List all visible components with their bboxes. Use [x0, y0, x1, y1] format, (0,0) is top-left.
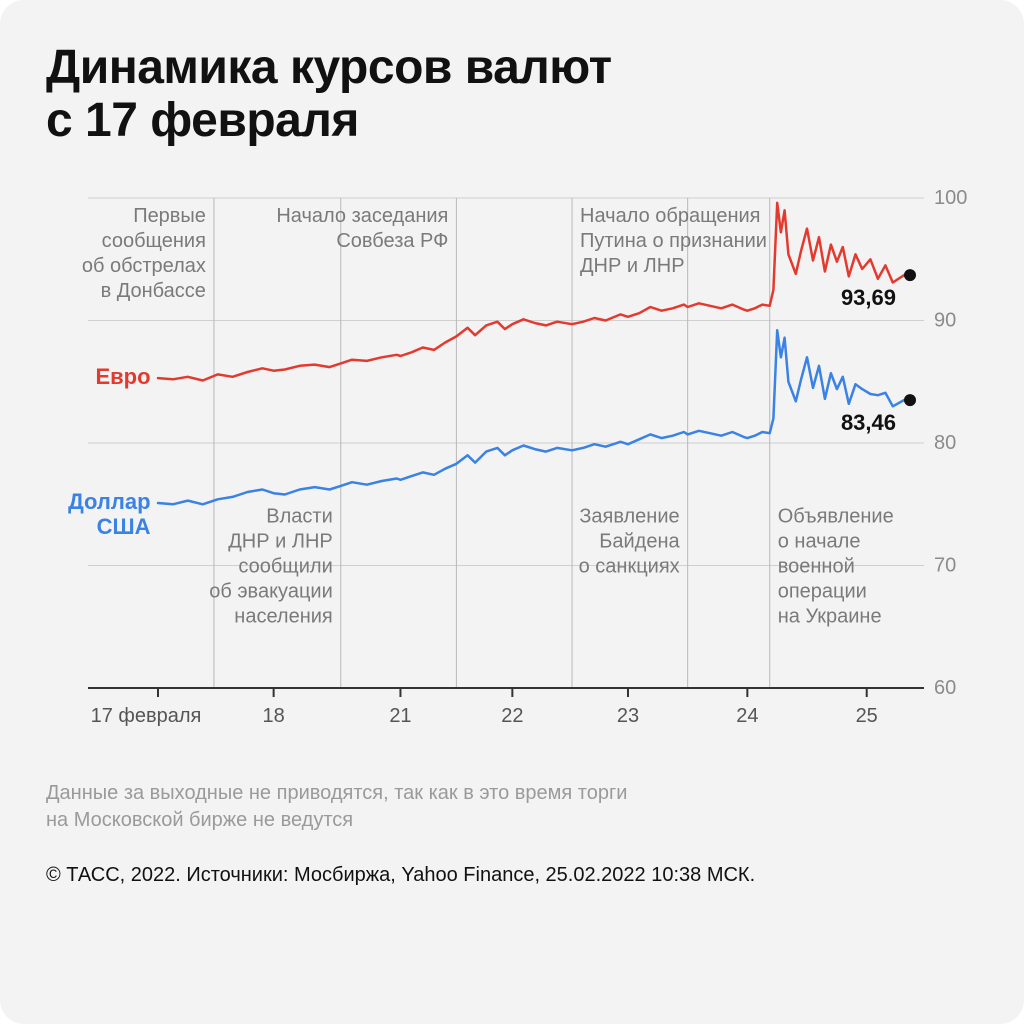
credit-line: © ТАСС, 2022. Источники: Мосбиржа, Yahoo…	[46, 864, 1002, 887]
chart-title: Динамика курсов валютс 17 февраля	[46, 42, 1002, 148]
footnote: Данные за выходные не приводятся, так ка…	[46, 780, 1002, 834]
svg-text:о начале: о начале	[778, 530, 861, 552]
svg-text:ДНР и ЛНР: ДНР и ЛНР	[580, 255, 685, 277]
svg-text:Первые: Первые	[133, 205, 206, 227]
chart-area: 60 70 80 90 100 17 февраля 18 21 22 23 24 25 Первые с…	[46, 178, 1002, 762]
svg-text:83,46: 83,46	[841, 410, 896, 435]
svg-text:операции: операции	[778, 580, 867, 602]
svg-text:сообщения: сообщения	[102, 230, 206, 252]
svg-text:о санкциях: о санкциях	[579, 555, 680, 577]
svg-text:25: 25	[856, 705, 878, 727]
svg-text:об обстрелах: об обстрелах	[82, 255, 206, 277]
svg-text:60: 60	[934, 677, 956, 699]
svg-text:18: 18	[263, 705, 285, 727]
svg-text:Доллар: Доллар	[68, 489, 150, 514]
svg-text:Начало заседания: Начало заседания	[276, 205, 448, 227]
svg-text:сообщили: сообщили	[238, 555, 332, 577]
svg-text:22: 22	[501, 705, 523, 727]
svg-text:США: США	[97, 514, 151, 539]
svg-text:80: 80	[934, 432, 956, 454]
svg-text:населения: населения	[234, 605, 332, 627]
svg-text:Объявление: Объявление	[778, 505, 894, 527]
svg-text:в Донбассе: в Донбассе	[101, 280, 206, 302]
svg-text:Начало обращения: Начало обращения	[580, 205, 760, 227]
svg-text:70: 70	[934, 554, 956, 576]
line-chart: 60 70 80 90 100 17 февраля 18 21 22 23 24 25 Первые с…	[46, 178, 974, 762]
svg-text:17 февраля: 17 февраля	[91, 705, 202, 727]
svg-text:Евро: Евро	[95, 364, 150, 389]
svg-text:100: 100	[934, 187, 967, 209]
svg-text:Путина о признании: Путина о признании	[580, 230, 767, 252]
svg-text:на Украине: на Украине	[778, 605, 882, 627]
svg-text:Заявление: Заявление	[579, 505, 679, 527]
card: Динамика курсов валютс 17 февраля 60 70 80…	[0, 0, 1024, 1024]
svg-text:Совбеза РФ: Совбеза РФ	[336, 230, 448, 252]
svg-text:военной: военной	[778, 555, 855, 577]
svg-text:90: 90	[934, 309, 956, 331]
svg-text:об эвакуации: об эвакуации	[209, 580, 333, 602]
svg-text:ДНР и ЛНР: ДНР и ЛНР	[228, 530, 333, 552]
svg-text:Байдена: Байдена	[599, 530, 680, 552]
svg-text:Власти: Власти	[266, 505, 332, 527]
svg-text:23: 23	[617, 705, 639, 727]
svg-text:93,69: 93,69	[841, 285, 896, 310]
svg-text:24: 24	[736, 705, 758, 727]
svg-text:21: 21	[389, 705, 411, 727]
